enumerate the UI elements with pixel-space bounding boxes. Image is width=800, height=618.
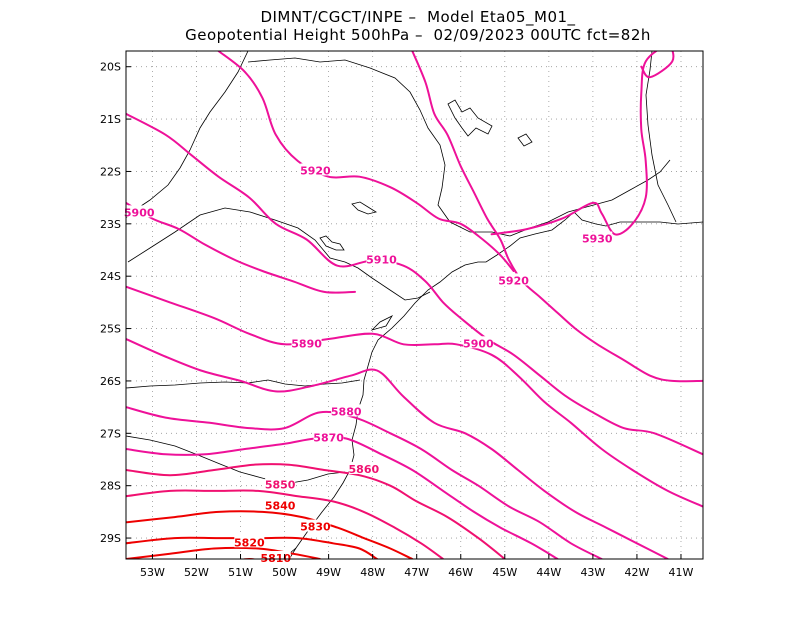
contour-line-5890 (126, 338, 669, 559)
contour-label-5850: 5850 (265, 479, 296, 492)
lat-tick-label: 22S (100, 165, 121, 178)
reservoir-parana (319, 235, 345, 251)
contour-label-bg (331, 404, 362, 417)
contour-label-5900: 5900 (463, 337, 494, 350)
lon-tick-label: 41W (669, 566, 694, 579)
contour-line-5850 (126, 489, 445, 559)
lat-tick-label: 21S (100, 113, 121, 126)
lat-tick-label: 27S (100, 427, 121, 440)
lat-tick-label: 26S (100, 375, 121, 388)
contour-line-5840 (126, 510, 414, 559)
contour-label-bg (366, 252, 397, 265)
contour-line-5830 (126, 536, 379, 559)
state-border-sp-mg (247, 57, 511, 237)
contour-label-5830: 5830 (300, 521, 331, 534)
lon-tick-label: 52W (184, 566, 209, 579)
lon-tick-label: 53W (140, 566, 165, 579)
contour-label-5880: 5880 (331, 405, 362, 418)
state-border-mg-rj (509, 159, 671, 237)
contour-label-5840: 5840 (265, 500, 296, 513)
contour-label-bg (300, 519, 331, 532)
reservoir-sp (351, 201, 378, 215)
contour-line-5900 (126, 201, 356, 294)
lat-tick-label: 29S (100, 532, 121, 545)
contour-label-bg (348, 461, 379, 474)
contour-label-5860: 5860 (349, 463, 380, 476)
contour-line-5900 (126, 285, 703, 508)
lon-tick-label: 48W (360, 566, 385, 579)
contour-line-5870 (126, 436, 559, 559)
contour-label-5910: 5910 (366, 253, 397, 266)
contour-label-5890: 5890 (291, 337, 322, 350)
contour-line-5920 (217, 51, 515, 272)
state-border-sp-pr (127, 207, 431, 301)
lon-tick-label: 45W (492, 566, 517, 579)
lon-tick-label: 51W (228, 566, 253, 579)
contour-label-bg (124, 205, 155, 218)
contour-label-bg (498, 273, 529, 286)
contour-label-bg (234, 535, 265, 548)
contour-line-5920 (411, 51, 703, 383)
state-border-pr-sc (126, 379, 361, 389)
contour-label-bg (260, 551, 291, 563)
contour-label-bg (463, 336, 494, 349)
contour-label-bg (300, 163, 331, 176)
contour-label-5870: 5870 (313, 432, 344, 445)
contour-label-bg (291, 336, 322, 349)
lon-tick-label: 42W (624, 566, 649, 579)
contour-label-bg (313, 430, 344, 443)
lon-tick-label: 47W (404, 566, 429, 579)
island-sao-sebastiao (370, 315, 394, 331)
lagoon-ne (517, 133, 533, 147)
map-title-line-1: DIMNT/CGCT/INPE – Model Eta05_M01_ (260, 8, 576, 26)
contour-line-5910 (126, 112, 703, 456)
contour-label-bg (265, 498, 296, 511)
lon-tick-label: 46W (448, 566, 473, 579)
contour-label-5820: 5820 (234, 536, 265, 549)
lon-tick-label: 43W (580, 566, 605, 579)
northeast-coastline (645, 51, 677, 223)
lon-tick-label: 49W (316, 566, 341, 579)
lat-tick-label: 28S (100, 480, 121, 493)
lat-tick-label: 20S (100, 61, 121, 74)
contour-label-bg (582, 231, 613, 244)
state-border-sc-rs (126, 435, 346, 485)
lat-lon-grid (126, 51, 703, 559)
river-parana (126, 51, 249, 219)
contour-line-5820 (126, 546, 321, 559)
contour-label-5900: 5900 (124, 206, 155, 219)
lat-tick-label: 24S (100, 270, 121, 283)
contour-label-5920: 5920 (300, 164, 331, 177)
height-contours (126, 51, 703, 559)
contour-label-bg (265, 477, 296, 490)
coastline-and-borders (126, 51, 703, 559)
map-title-line-2: Geopotential Height 500hPa – 02/09/2023 … (185, 26, 651, 44)
contour-label-5920: 5920 (498, 274, 529, 287)
contour-label-5930: 5930 (582, 233, 613, 246)
contour-labels: 5930 5920 5920 5910 5900 5900 5890 5880 5870 5860… (124, 163, 613, 565)
map-frame (125, 50, 704, 560)
reservoir-furnas (447, 99, 493, 137)
contour-line-5930 (490, 51, 675, 236)
lon-tick-label: 50W (272, 566, 297, 579)
contour-line-5880 (126, 406, 603, 559)
lon-tick-label: 44W (536, 566, 561, 579)
lat-tick-label: 25S (100, 323, 121, 336)
lat-tick-label: 23S (100, 218, 121, 231)
contour-line-5860 (126, 463, 506, 559)
